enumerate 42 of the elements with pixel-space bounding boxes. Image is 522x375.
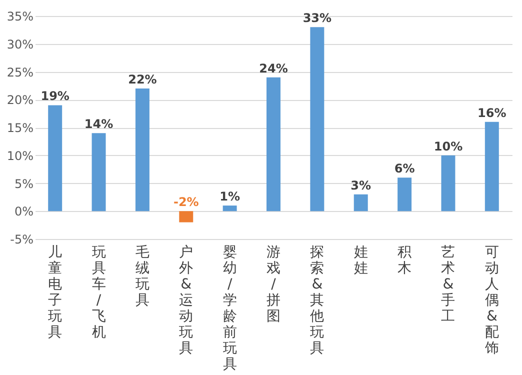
bar (354, 194, 368, 212)
y-tick-label: 25% (6, 65, 34, 80)
bar (135, 88, 150, 212)
bar (222, 206, 237, 212)
x-tick-label: 积木 (398, 244, 412, 276)
bar (441, 155, 456, 212)
data-label: 10% (434, 139, 463, 154)
data-label: 22% (128, 72, 157, 86)
y-tick-label: 35% (6, 10, 34, 24)
bar (92, 133, 106, 212)
x-tick-label: 玩具车/飞机 (92, 244, 106, 340)
x-tick-label: 可动人偶&配饰 (484, 244, 499, 356)
data-label: 19% (40, 89, 70, 104)
x-tick-label: 户外&运动玩具 (179, 244, 194, 356)
y-tick-label: 30% (6, 37, 34, 52)
data-label: -2% (173, 195, 199, 210)
y-tick-label: -5% (10, 232, 34, 246)
y-tick-label: 0% (14, 204, 34, 219)
y-tick-label: 15% (6, 121, 34, 135)
data-label: 6% (394, 162, 415, 176)
bar (398, 178, 412, 212)
bar (48, 105, 62, 212)
x-tick-label: 婴幼/学龄前玩具 (222, 244, 237, 372)
x-tick-label: 儿童电子玩具 (48, 244, 62, 340)
bar (266, 77, 280, 212)
x-tick-label: 艺术&手工 (441, 244, 456, 324)
data-label: 16% (478, 106, 506, 120)
y-tick-label: 20% (6, 93, 34, 108)
x-tick-label: 毛绒玩具 (135, 244, 150, 308)
y-tick-label: 10% (6, 148, 34, 163)
x-tick-label: 娃娃 (354, 244, 368, 276)
data-label: 1% (220, 190, 240, 204)
x-tick-label: 探索&其他玩具 (310, 244, 324, 356)
y-tick-label: 5% (14, 176, 34, 191)
data-label: 24% (259, 61, 288, 76)
data-label: 3% (350, 178, 372, 192)
bar (310, 27, 324, 212)
data-label: 33% (302, 11, 332, 26)
data-label: 14% (84, 117, 114, 132)
bar (179, 211, 194, 222)
bar (484, 122, 499, 212)
x-tick-label: 游戏/拼图 (266, 244, 280, 324)
